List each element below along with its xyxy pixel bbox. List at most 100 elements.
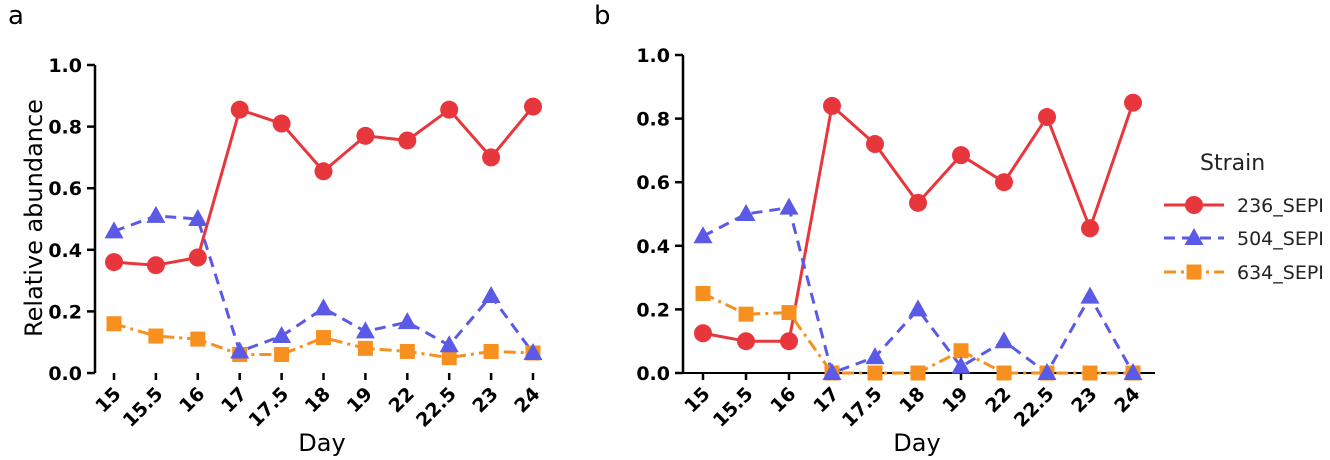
panel-a-point-634_SEPI bbox=[441, 350, 457, 366]
panel-a-series-line-504_SEPI bbox=[113, 214, 535, 354]
panel-b-point-236_SEPI bbox=[694, 324, 712, 343]
panel-b-point-504_SEPI bbox=[908, 299, 928, 317]
panel-b-point-634_SEPI bbox=[1082, 365, 1098, 381]
panel-a-x-tick-label: 19 bbox=[343, 383, 377, 417]
panel-b-point-504_SEPI bbox=[1080, 286, 1100, 304]
panel-b-point-634_SEPI bbox=[738, 306, 754, 322]
legend: Strain 236_SEPI 504_SEPI 634_SEPI bbox=[1164, 151, 1324, 284]
panel-b-x-tick-label: 15.5 bbox=[709, 383, 758, 432]
legend-label-236_SEPI: 236_SEPI bbox=[1237, 195, 1324, 217]
panel-b-point-236_SEPI bbox=[909, 193, 927, 212]
panel-a: a Relative abundance Day 0.0 0.2 0.4 0.6 0.8… bbox=[8, 1, 545, 457]
panel-a-point-504_SEPI bbox=[146, 205, 166, 223]
panel-a-x-tick-label: 17.5 bbox=[244, 383, 293, 432]
panel-a-point-504_SEPI bbox=[104, 221, 124, 239]
panel-a-y-tick-label: 0.2 bbox=[48, 301, 82, 323]
panel-a-point-236_SEPI bbox=[482, 148, 501, 167]
legend-items: 236_SEPI 504_SEPI 634_SEPI bbox=[1164, 195, 1324, 284]
panel-b-y-tick-label: 0.8 bbox=[636, 109, 670, 131]
legend-marker-504_SEPI bbox=[1184, 228, 1204, 245]
panel-b-point-504_SEPI bbox=[994, 331, 1014, 349]
panel-b-y-tick-label: 0.4 bbox=[636, 236, 670, 258]
panel-a-x-tick-label: 22.5 bbox=[412, 383, 461, 432]
panel-a-point-504_SEPI bbox=[272, 326, 292, 344]
panel-b-letter: b bbox=[594, 1, 611, 31]
panel-b-x-tick-label: 17.5 bbox=[838, 383, 887, 432]
panel-b-point-236_SEPI bbox=[1038, 108, 1056, 127]
panel-b-x-tick-label: 15 bbox=[680, 383, 714, 417]
panel-b-point-634_SEPI bbox=[910, 365, 926, 381]
panel-a-point-504_SEPI bbox=[439, 335, 459, 353]
legend-marker-634_SEPI bbox=[1186, 264, 1202, 280]
panel-b-x-tick-label: 16 bbox=[766, 383, 800, 417]
panel-b-point-504_SEPI bbox=[822, 363, 842, 380]
panel-b-point-236_SEPI bbox=[866, 135, 884, 154]
panel-a-xlabel: Day bbox=[298, 429, 345, 457]
panel-b-point-634_SEPI bbox=[695, 286, 711, 301]
panel-b-xlabel: Day bbox=[893, 429, 940, 457]
panel-a-ylabel: Relative abundance bbox=[20, 99, 48, 337]
legend-marker-236_SEPI bbox=[1185, 196, 1203, 214]
panel-a-point-236_SEPI bbox=[398, 131, 417, 150]
panel-b-y-tick-label: 0.6 bbox=[636, 172, 670, 194]
panel-a-point-236_SEPI bbox=[356, 126, 375, 145]
panel-a-series-line-236_SEPI bbox=[113, 105, 535, 267]
panel-b-x-tick-label: 22.5 bbox=[1010, 383, 1059, 432]
panel-b-point-236_SEPI bbox=[780, 332, 798, 351]
panel-a-point-236_SEPI bbox=[146, 256, 165, 275]
panel-b-point-634_SEPI bbox=[996, 365, 1012, 381]
panel-a-x-tick-label: 15.5 bbox=[119, 383, 168, 432]
panel-a-point-504_SEPI bbox=[523, 342, 543, 360]
panel-a-letter: a bbox=[8, 1, 24, 31]
panel-b-x-tick-label: 24 bbox=[1110, 383, 1144, 417]
panel-a-point-634_SEPI bbox=[399, 343, 415, 359]
legend-title: Strain bbox=[1200, 151, 1265, 176]
panel-a-point-236_SEPI bbox=[105, 253, 123, 272]
panel-b-x-tick-label: 23 bbox=[1067, 383, 1101, 417]
panel-b-y-tick-label: 0.2 bbox=[636, 299, 670, 321]
panel-b-point-504_SEPI bbox=[865, 347, 885, 365]
panel-a-x-tick-label: 15 bbox=[91, 383, 125, 417]
panel-b-point-236_SEPI bbox=[823, 96, 841, 115]
panel-b-x-tick-label: 19 bbox=[938, 383, 972, 417]
panel-b-point-236_SEPI bbox=[995, 173, 1013, 192]
panel-b-point-634_SEPI bbox=[867, 365, 883, 381]
panel-b-x-tick-label: 17 bbox=[809, 383, 843, 417]
panel-a-point-634_SEPI bbox=[483, 343, 499, 359]
panel-a-x-tick-label: 23 bbox=[468, 383, 502, 417]
panel-b-point-634_SEPI bbox=[953, 343, 969, 359]
panel-b-series-line-504_SEPI bbox=[702, 206, 1135, 375]
panel-a-point-236_SEPI bbox=[188, 248, 207, 267]
panel-a-point-634_SEPI bbox=[106, 316, 122, 332]
panel-a-point-236_SEPI bbox=[524, 97, 542, 116]
panel-a-point-634_SEPI bbox=[357, 340, 373, 356]
panel-a-point-634_SEPI bbox=[274, 347, 290, 363]
panel-b-point-504_SEPI bbox=[1123, 363, 1143, 380]
panel-a-point-504_SEPI bbox=[230, 341, 250, 359]
panel-a-x-tick-label: 17 bbox=[217, 383, 251, 417]
panel-a-point-634_SEPI bbox=[148, 328, 164, 344]
panel-a-y-tick-label: 0.6 bbox=[48, 178, 82, 200]
panel-b-point-504_SEPI bbox=[779, 197, 799, 215]
panel-b-y-tick-label: 1.0 bbox=[636, 45, 670, 67]
panel-b-point-504_SEPI bbox=[693, 226, 713, 244]
panel-a-y-tick-label: 1.0 bbox=[48, 55, 82, 77]
panel-a-point-504_SEPI bbox=[481, 286, 501, 303]
panel-a-x-tick-label: 22 bbox=[385, 383, 419, 417]
panel-b-point-504_SEPI bbox=[1037, 363, 1057, 380]
panel-b-point-236_SEPI bbox=[737, 332, 755, 351]
panel-b-point-236_SEPI bbox=[1081, 219, 1099, 238]
panel-a-point-504_SEPI bbox=[355, 321, 375, 339]
panel-b-point-634_SEPI bbox=[781, 305, 797, 321]
panel-b-y-tick-label: 0.0 bbox=[636, 363, 670, 385]
panel-a-point-236_SEPI bbox=[440, 100, 459, 119]
panel-a-y-tick-label: 0.4 bbox=[48, 240, 82, 262]
panel-a-point-504_SEPI bbox=[188, 209, 208, 226]
panel-a-point-236_SEPI bbox=[314, 162, 333, 181]
panel-b-x-tick-label: 22 bbox=[981, 383, 1015, 417]
panel-a-x-tick-label: 18 bbox=[301, 383, 335, 417]
panel-a-point-504_SEPI bbox=[397, 312, 417, 330]
